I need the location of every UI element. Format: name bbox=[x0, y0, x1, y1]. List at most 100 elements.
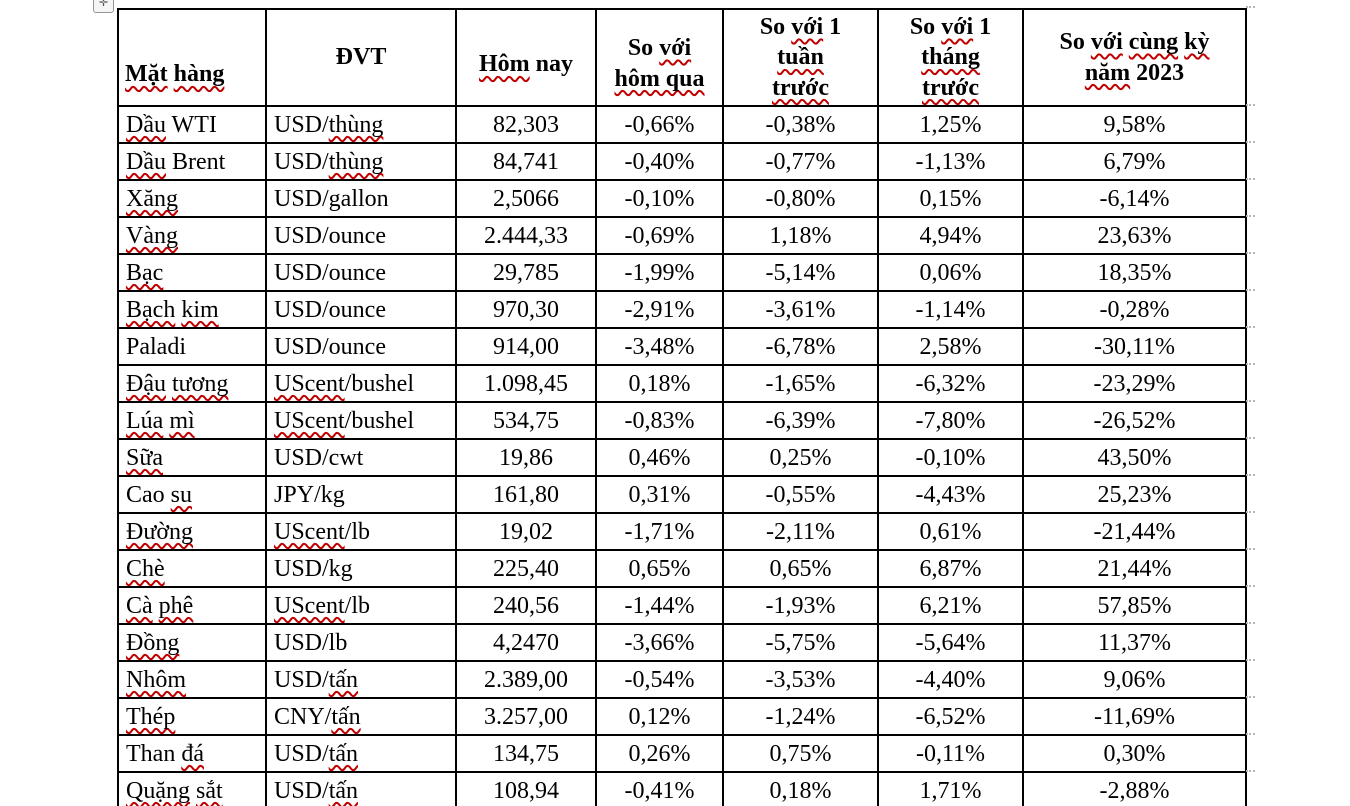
price-today-cell: 914,00 bbox=[455, 327, 597, 366]
spellcheck-squiggle-text: Hôm bbox=[478, 51, 530, 78]
unit-cell: JPY/kg bbox=[265, 475, 457, 514]
table-row: Đường UScent/lb 19,02 -1,71% -2,11% 0,61% -21,… bbox=[117, 512, 1247, 551]
vs-month-cell: -6,32% bbox=[877, 364, 1024, 403]
commodity-cell: Vàng bbox=[117, 216, 267, 255]
spellcheck-squiggle-text: với bbox=[659, 35, 692, 62]
commodity-cell: Cà phê bbox=[117, 586, 267, 625]
row-end-mark bbox=[1246, 548, 1255, 550]
table-move-icon: ✛ bbox=[98, 0, 109, 9]
commodity-cell: Lúa mì bbox=[117, 401, 267, 440]
table-row: Lúa mì UScent/bushel 534,75 -0,83% -6,39% -7,… bbox=[117, 401, 1247, 440]
price-today-cell: 4,2470 bbox=[455, 623, 597, 662]
vs-2023-cell: -6,14% bbox=[1022, 179, 1247, 218]
row-end-mark bbox=[1246, 178, 1255, 180]
spellcheck-squiggle-text: Dầu bbox=[126, 111, 166, 138]
commodity-cell: Sữa bbox=[117, 438, 267, 477]
price-today-cell: 134,75 bbox=[455, 734, 597, 773]
commodity-cell: Xăng bbox=[117, 179, 267, 218]
commodity-cell: Bạch kim bbox=[117, 290, 267, 329]
spellcheck-squiggle-text: đá bbox=[181, 740, 204, 767]
row-end-mark bbox=[1246, 622, 1255, 624]
header-row: Mặt hàng ĐVT Hôm nay So với hôm qua So với 1… bbox=[117, 8, 1247, 107]
spellcheck-squiggle-text: hàng bbox=[173, 61, 225, 88]
price-today-cell: 161,80 bbox=[455, 475, 597, 514]
spellcheck-squiggle-text: trước bbox=[922, 74, 979, 101]
spellcheck-squiggle-text: Bạch bbox=[126, 296, 176, 323]
price-today-cell: 84,741 bbox=[455, 142, 597, 181]
spellcheck-squiggle-text: cùng bbox=[1128, 29, 1179, 56]
vs-month-cell: -7,80% bbox=[877, 401, 1024, 440]
vs-2023-cell: -23,29% bbox=[1022, 364, 1247, 403]
price-today-cell: 108,94 bbox=[455, 771, 597, 806]
price-today-cell: 534,75 bbox=[455, 401, 597, 440]
table-row: Dầu Brent USD/thùng 84,741 -0,40% -0,77% -1,1… bbox=[117, 142, 1247, 181]
commodity-cell: Than đá bbox=[117, 734, 267, 773]
spellcheck-squiggle-text: tấn bbox=[328, 740, 359, 767]
vs-2023-cell: -21,44% bbox=[1022, 512, 1247, 551]
row-end-mark bbox=[1246, 511, 1255, 513]
spellcheck-squiggle-text: Thép bbox=[126, 703, 176, 730]
vs-month-cell: 0,06% bbox=[877, 253, 1024, 292]
table-row: Bạc USD/ounce 29,785 -1,99% -5,14% 0,06% 18,35… bbox=[117, 253, 1247, 292]
vs-2023-cell: -26,52% bbox=[1022, 401, 1247, 440]
vs-2023-cell: 6,79% bbox=[1022, 142, 1247, 181]
spellcheck-squiggle-text: Sữa bbox=[126, 444, 164, 471]
spellcheck-squiggle-text: Nhôm bbox=[126, 666, 186, 693]
table-move-handle[interactable]: ✛ bbox=[93, 0, 114, 13]
commodity-cell: Đậu tương bbox=[117, 364, 267, 403]
vs-week-cell: -0,55% bbox=[722, 475, 879, 514]
table-row: Cà phê UScent/lb 240,56 -1,44% -1,93% 6,21% 57… bbox=[117, 586, 1247, 625]
price-today-cell: 970,30 bbox=[455, 290, 597, 329]
vs-yesterday-cell: -0,69% bbox=[595, 216, 724, 255]
vs-month-cell: -5,64% bbox=[877, 623, 1024, 662]
unit-cell: UScent/lb bbox=[265, 512, 457, 551]
vs-yesterday-cell: -0,54% bbox=[595, 660, 724, 699]
vs-month-cell: 1,25% bbox=[877, 105, 1024, 144]
vs-month-cell: 6,21% bbox=[877, 586, 1024, 625]
spellcheck-squiggle-text: Chè bbox=[126, 555, 165, 582]
spellcheck-squiggle-text: tấn bbox=[331, 703, 361, 730]
vs-yesterday-cell: -0,83% bbox=[595, 401, 724, 440]
price-today-cell: 2.389,00 bbox=[455, 660, 597, 699]
col-header-vs-yesterday: So với hôm qua bbox=[595, 8, 724, 107]
spellcheck-squiggle-text: phê bbox=[158, 592, 194, 619]
commodity-cell: Dầu WTI bbox=[117, 105, 267, 144]
vs-week-cell: -0,38% bbox=[722, 105, 879, 144]
spellcheck-squiggle-text: hôm qua bbox=[614, 65, 705, 92]
vs-yesterday-cell: -0,66% bbox=[595, 105, 724, 144]
table-row: Than đá USD/tấn 134,75 0,26% 0,75% -0,11% 0,30… bbox=[117, 734, 1247, 773]
vs-yesterday-cell: -1,71% bbox=[595, 512, 724, 551]
row-end-mark bbox=[1246, 252, 1255, 254]
vs-yesterday-cell: 0,46% bbox=[595, 438, 724, 477]
spellcheck-squiggle-text: UScent bbox=[274, 370, 345, 397]
unit-cell: USD/gallon bbox=[265, 179, 457, 218]
row-end-mark bbox=[1246, 363, 1255, 365]
vs-2023-cell: 25,23% bbox=[1022, 475, 1247, 514]
unit-cell: USD/thùng bbox=[265, 142, 457, 181]
commodity-cell: Dầu Brent bbox=[117, 142, 267, 181]
row-end-mark bbox=[1246, 659, 1255, 661]
price-today-cell: 240,56 bbox=[455, 586, 597, 625]
commodity-cell: Thép bbox=[117, 697, 267, 736]
price-today-cell: 19,86 bbox=[455, 438, 597, 477]
spellcheck-squiggle-text: Vàng bbox=[126, 222, 178, 249]
spellcheck-squiggle-text: tuần bbox=[777, 44, 824, 71]
table-row: Xăng USD/gallon 2,5066 -0,10% -0,80% 0,15% -6,… bbox=[117, 179, 1247, 218]
vs-yesterday-cell: 0,18% bbox=[595, 364, 724, 403]
col-header-hom-nay: Hôm nay bbox=[455, 8, 597, 107]
commodity-price-table: Mặt hàng ĐVT Hôm nay So với hôm qua So với 1… bbox=[117, 8, 1247, 806]
spellcheck-squiggle-text: thùng bbox=[328, 148, 384, 175]
vs-week-cell: -1,24% bbox=[722, 697, 879, 736]
row-end-mark bbox=[1246, 696, 1255, 698]
vs-month-cell: 6,87% bbox=[877, 549, 1024, 588]
vs-2023-cell: -2,88% bbox=[1022, 771, 1247, 806]
vs-week-cell: -1,65% bbox=[722, 364, 879, 403]
vs-2023-cell: -30,11% bbox=[1022, 327, 1247, 366]
vs-week-cell: -1,93% bbox=[722, 586, 879, 625]
col-header-vs-2023: So với cùng kỳ năm 2023 bbox=[1022, 8, 1247, 107]
row-end-mark bbox=[1246, 437, 1255, 439]
price-today-cell: 1.098,45 bbox=[455, 364, 597, 403]
col-header-dvt: ĐVT bbox=[265, 8, 457, 107]
commodity-cell: Bạc bbox=[117, 253, 267, 292]
vs-month-cell: -4,43% bbox=[877, 475, 1024, 514]
